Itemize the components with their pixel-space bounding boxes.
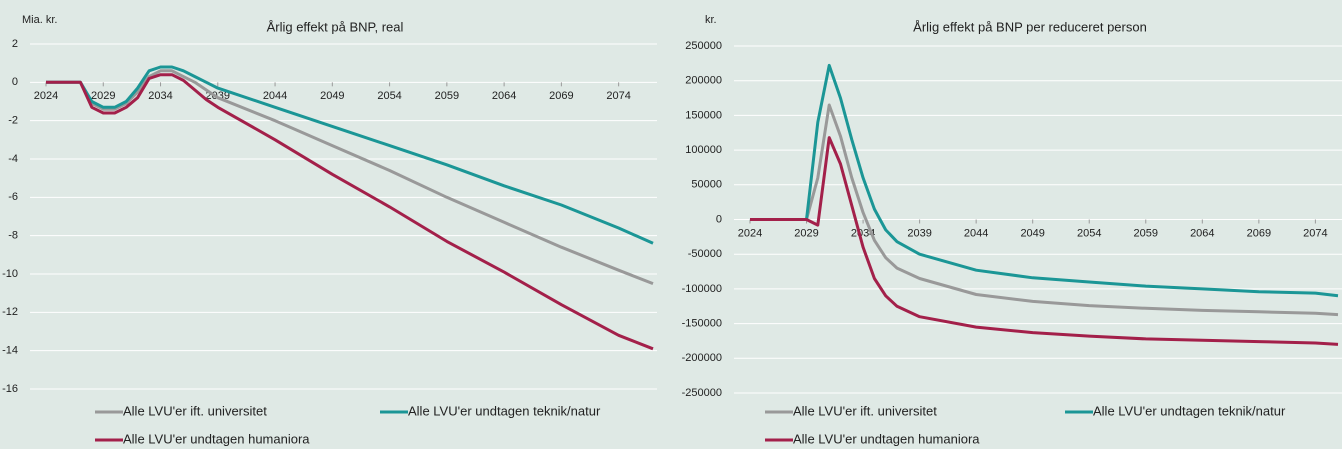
legend-label: Alle LVU'er undtagen humaniora <box>793 431 980 446</box>
x-tick-label: 2069 <box>549 90 573 102</box>
series-line <box>750 103 1339 317</box>
legend-label: Alle LVU'er ift. universitet <box>793 403 937 418</box>
x-tick-label: 2074 <box>1303 227 1327 239</box>
y-tick-label: 100000 <box>685 144 722 156</box>
y-tick-label: 2 <box>12 38 18 50</box>
y-tick-label: -16 <box>2 383 18 395</box>
chart-title: Årlig effekt på BNP per reduceret person <box>913 19 1147 34</box>
x-tick-label: 2064 <box>492 90 516 102</box>
x-tick-label: 2024 <box>34 90 58 102</box>
x-tick-label: 2029 <box>91 90 115 102</box>
y-tick-label: -100000 <box>682 283 722 295</box>
legend-label: Alle LVU'er undtagen teknik/natur <box>1093 403 1286 418</box>
y-tick-label: -6 <box>8 191 18 203</box>
y-tick-label: -200000 <box>682 352 722 364</box>
x-tick-label: 2034 <box>148 90 172 102</box>
legend-label: Alle LVU'er undtagen teknik/natur <box>408 403 601 418</box>
y-tick-label: -8 <box>8 230 18 242</box>
y-tick-label: 50000 <box>691 179 722 191</box>
chart-title: Årlig effekt på BNP, real <box>267 19 404 34</box>
series-line <box>46 73 654 351</box>
y-tick-label: 250000 <box>685 40 722 52</box>
y-tick-label: -50000 <box>688 248 722 260</box>
y-tick-label: -10 <box>2 268 18 280</box>
series-line <box>46 69 654 285</box>
x-tick-label: 2044 <box>964 227 988 239</box>
y-tick-label: 0 <box>12 76 18 88</box>
x-tick-label: 2049 <box>1020 227 1044 239</box>
series-line <box>46 65 654 245</box>
y-tick-label: 150000 <box>685 109 722 121</box>
legend-label: Alle LVU'er undtagen humaniora <box>123 431 310 446</box>
x-tick-label: 2059 <box>435 90 459 102</box>
x-tick-label: 2029 <box>794 227 818 239</box>
x-tick-label: 2054 <box>377 90 401 102</box>
y-tick-label: -12 <box>2 306 18 318</box>
y-tick-label: 200000 <box>685 75 722 87</box>
series-line <box>750 136 1339 346</box>
x-tick-label: 2059 <box>1134 227 1158 239</box>
y-tick-label: 0 <box>716 213 722 225</box>
y-axis-label: Mia. kr. <box>22 14 57 26</box>
x-tick-label: 2074 <box>606 90 630 102</box>
x-tick-label: 2049 <box>320 90 344 102</box>
x-tick-label: 2054 <box>1077 227 1101 239</box>
x-tick-label: 2039 <box>907 227 931 239</box>
x-tick-label: 2069 <box>1247 227 1271 239</box>
x-tick-label: 2064 <box>1190 227 1214 239</box>
y-tick-label: -150000 <box>682 318 722 330</box>
y-tick-label: -4 <box>8 153 18 165</box>
series-line <box>750 63 1339 298</box>
y-axis-label: kr. <box>705 14 717 26</box>
y-tick-label: -14 <box>2 345 18 357</box>
y-tick-label: -2 <box>8 115 18 127</box>
y-tick-label: -250000 <box>682 387 722 399</box>
legend-label: Alle LVU'er ift. universitet <box>123 403 267 418</box>
x-tick-label: 2044 <box>263 90 287 102</box>
x-tick-label: 2024 <box>738 227 762 239</box>
